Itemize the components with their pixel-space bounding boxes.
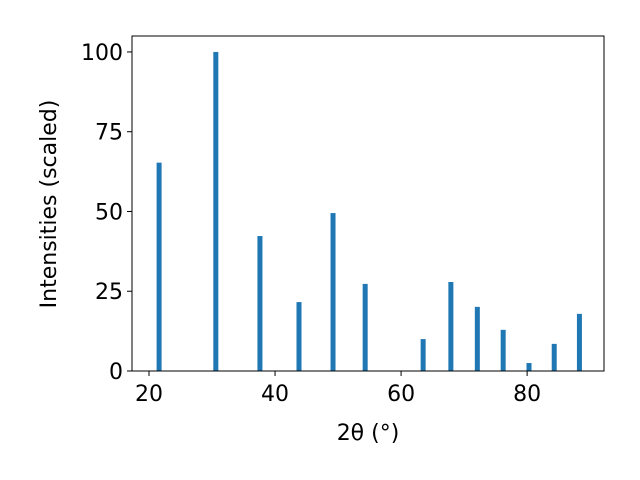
bar — [551, 343, 557, 371]
y-tick-label: 50 — [95, 200, 123, 225]
bar — [362, 283, 368, 371]
y-tick-label: 25 — [95, 280, 123, 305]
y-axis-label: Intensities (scaled) — [37, 100, 62, 309]
y-tick-label: 100 — [81, 41, 123, 66]
bar — [526, 363, 532, 371]
plot-frame — [131, 35, 605, 372]
bar — [213, 51, 219, 371]
bar — [474, 306, 480, 371]
bar — [576, 313, 582, 371]
y-tick-label: 0 — [109, 360, 123, 385]
bar — [448, 281, 454, 371]
bar — [330, 213, 336, 371]
bar — [420, 339, 426, 371]
bar — [500, 329, 506, 371]
bar — [296, 302, 302, 371]
x-axis-label: 2θ (°) — [337, 421, 400, 446]
y-tick-label: 75 — [95, 121, 123, 146]
x-tick-label: 20 — [135, 382, 163, 407]
x-tick-label: 80 — [513, 382, 541, 407]
bar — [156, 162, 162, 371]
x-tick-label: 60 — [387, 382, 415, 407]
x-tick-label: 40 — [261, 382, 289, 407]
bar — [257, 236, 263, 371]
